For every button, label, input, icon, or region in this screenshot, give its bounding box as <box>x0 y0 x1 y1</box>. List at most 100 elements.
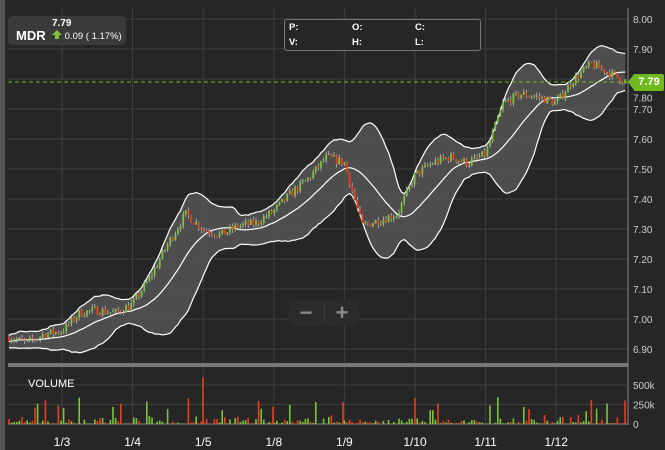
candle-body <box>101 308 104 315</box>
candle-body <box>270 210 273 214</box>
candle-body <box>200 228 203 230</box>
volume-bar <box>192 422 195 424</box>
candle-body <box>444 157 447 159</box>
candle-body <box>395 215 398 218</box>
candle-body <box>619 77 621 83</box>
volume-bar <box>270 422 273 424</box>
volume-bar <box>346 422 348 424</box>
volume-bar <box>442 421 444 424</box>
scrollbar[interactable] <box>0 0 5 450</box>
candle-body <box>535 95 538 97</box>
candle-body <box>106 312 109 314</box>
candle-body <box>403 195 406 204</box>
volume-bar <box>177 422 179 424</box>
y-tick-label: 7.90 <box>633 45 653 56</box>
bollinger-middle-line <box>8 71 626 343</box>
volume-bar <box>273 422 275 424</box>
volume-bar <box>434 419 437 424</box>
volume-bar <box>73 422 75 424</box>
candle-body <box>447 157 450 162</box>
volume-bar <box>455 422 457 424</box>
candle-body <box>413 173 416 185</box>
candle-body <box>455 159 458 163</box>
volume-bar <box>161 421 164 424</box>
candle-body <box>314 166 317 172</box>
candle-body <box>99 314 101 316</box>
volume-bar <box>403 423 405 424</box>
candle-body <box>13 340 16 342</box>
candle-body <box>587 61 590 67</box>
volume-bar <box>138 420 140 424</box>
volume-bar <box>312 422 314 424</box>
volume-bar <box>572 421 574 424</box>
volume-bar <box>611 423 613 424</box>
candle-body <box>359 208 361 215</box>
bollinger-band-fill <box>9 45 626 353</box>
candle-body <box>52 329 55 334</box>
volume-bar <box>450 422 452 424</box>
volume-bar <box>517 421 520 424</box>
volume-bar <box>551 421 554 424</box>
candle-body <box>80 310 83 317</box>
candle-body <box>335 155 338 165</box>
volume-bar <box>361 422 364 424</box>
volume-bar <box>229 419 231 424</box>
candle-body <box>60 332 62 334</box>
volume-bar <box>62 407 65 424</box>
zoom-in-button[interactable]: + <box>335 300 349 325</box>
volume-bar <box>10 422 13 424</box>
volume-bar <box>156 421 158 424</box>
volume-bar <box>447 419 450 424</box>
volume-bar <box>497 397 499 424</box>
candle-body <box>174 233 177 240</box>
volume-bar <box>322 418 325 424</box>
candle-body <box>442 156 445 159</box>
volume-bar <box>237 416 239 424</box>
volume-bar <box>151 417 153 424</box>
volume-bar <box>342 402 344 424</box>
volume-bar <box>60 420 62 424</box>
candle-body <box>18 337 21 340</box>
volume-bar <box>606 403 608 424</box>
candle-body <box>551 99 554 105</box>
candle-body <box>379 223 382 225</box>
candle-body <box>364 222 367 224</box>
volume-bar <box>569 417 572 424</box>
candle-body <box>621 82 624 84</box>
y-tick-label: 6.90 <box>633 345 653 356</box>
candle-body <box>75 317 78 322</box>
candle-body <box>218 233 221 237</box>
volume-bar <box>195 416 197 424</box>
volume-bar <box>86 423 88 424</box>
candle-body <box>86 310 88 316</box>
volume-bar <box>109 419 112 424</box>
candle-body <box>463 158 465 162</box>
volume-bar <box>523 406 525 424</box>
volume-bar <box>260 408 262 424</box>
volume-bar <box>239 421 242 424</box>
zoom-controls: − + <box>289 300 359 326</box>
volume-bar <box>473 420 476 424</box>
candle-body <box>223 229 226 235</box>
ohlc-h: H: <box>352 37 363 48</box>
zoom-out-button[interactable]: − <box>299 300 313 325</box>
volume-bar <box>234 418 236 424</box>
candle-body <box>530 96 533 98</box>
volume-bar <box>471 420 473 424</box>
candle-body <box>366 222 369 224</box>
volume-bar <box>400 420 403 424</box>
volume-bar <box>590 400 593 424</box>
volume-bar <box>307 418 309 424</box>
candle-body <box>44 334 47 338</box>
candle-body <box>78 310 81 318</box>
candle-body <box>273 209 276 214</box>
candle-body <box>569 85 572 87</box>
candle-body <box>278 201 281 206</box>
candle-body <box>525 91 528 97</box>
volume-bar <box>272 406 274 424</box>
candle-body <box>387 215 390 223</box>
candle-body <box>611 71 614 78</box>
candle-body <box>23 339 26 341</box>
